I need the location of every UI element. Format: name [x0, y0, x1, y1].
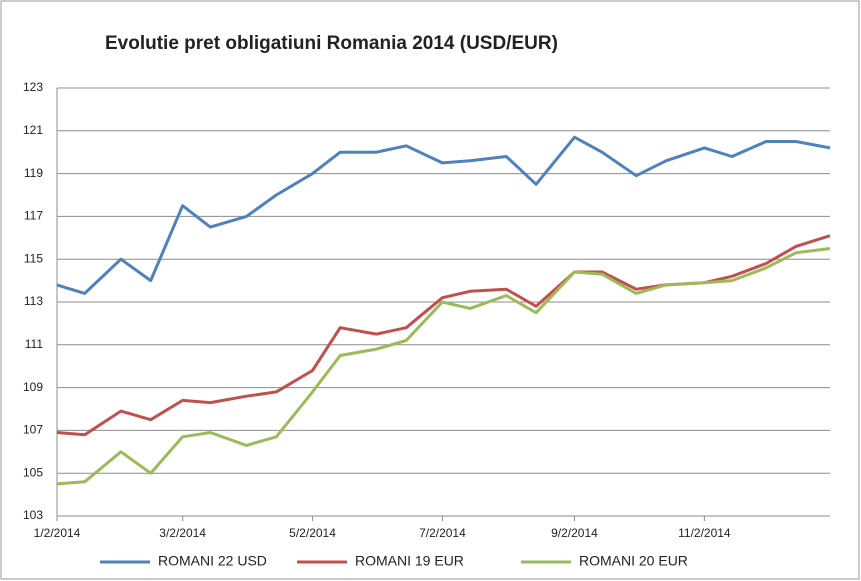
y-tick-label: 107: [23, 423, 43, 437]
y-tick-label: 121: [23, 123, 43, 137]
y-tick-label: 113: [24, 294, 43, 308]
y-tick-label: 123: [23, 80, 43, 94]
x-tick-label: 9/2/2014: [551, 526, 598, 540]
x-tick-label: 7/2/2014: [419, 526, 466, 540]
legend-label: ROMANI 20 EUR: [579, 553, 688, 569]
chart-title: Evolutie pret obligatiuni Romania 2014 (…: [105, 33, 558, 54]
legend-label: ROMANI 22 USD: [158, 553, 267, 569]
y-tick-label: 115: [24, 251, 43, 265]
y-tick-label: 103: [23, 508, 43, 522]
y-tick-label: 105: [23, 465, 43, 479]
y-tick-label: 111: [25, 337, 44, 351]
y-tick-label: 119: [24, 166, 43, 180]
legend-label: ROMANI 19 EUR: [355, 553, 464, 569]
y-tick-label: 109: [23, 380, 43, 394]
y-tick-label: 117: [24, 209, 43, 223]
x-tick-label: 11/2/2014: [678, 526, 731, 540]
series-line: [56, 247, 831, 486]
x-tick-label: 3/2/2014: [159, 526, 206, 540]
series-line: [56, 135, 831, 295]
x-tick-label: 5/2/2014: [289, 526, 336, 540]
x-tick-label: 1/2/2014: [34, 526, 81, 540]
